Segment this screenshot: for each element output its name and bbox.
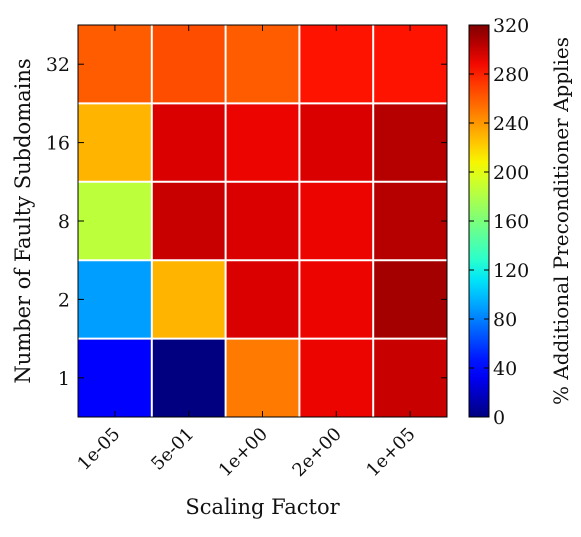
heatmap-cell [151, 103, 227, 183]
heatmap-cell [373, 260, 448, 340]
heatmap-cell [373, 103, 448, 183]
colorbar-tick-label: 200 [493, 162, 529, 184]
heatmap-cell [299, 181, 374, 261]
y-axis-label: Number of Faulty Subdomains [11, 58, 35, 383]
heatmap-cell [225, 338, 300, 418]
heatmap-cell [225, 181, 300, 261]
colorbar-tick-label: 80 [493, 309, 517, 331]
heatmap-cell [151, 260, 227, 340]
colorbar-tick-label: 320 [493, 15, 529, 37]
colorbar-tick-label: 120 [493, 260, 529, 282]
colorbar-tick-label: 280 [493, 64, 529, 86]
y-tick-label: 8 [58, 211, 70, 233]
y-tick-label: 1 [58, 368, 70, 390]
x-tick-label: 1e-05 [73, 424, 124, 475]
y-tick-label: 16 [46, 133, 70, 155]
heatmap-cell [225, 103, 300, 183]
heatmap-cell [373, 338, 448, 418]
heatmap-cell [78, 338, 153, 418]
x-tick-label: 1e+05 [362, 424, 419, 481]
heatmap-cell [299, 260, 374, 340]
x-tick-label: 2e+00 [288, 424, 345, 481]
colorbar-tick-label: 160 [493, 211, 529, 233]
heatmap-cell [225, 260, 300, 340]
x-axis-label: Scaling Factor [185, 495, 340, 519]
x-tick-label: 5e-01 [147, 424, 198, 475]
heatmap-cell [151, 25, 227, 104]
colorbar-label: % Additional Preconditioner Applies [549, 37, 573, 405]
heatmap-cell [78, 181, 153, 261]
colorbar-tick-label: 40 [493, 358, 517, 380]
heatmap-grid-lines [78, 25, 447, 417]
heatmap-cell [299, 103, 374, 183]
y-tick-label: 32 [46, 54, 70, 76]
heatmap-cell [299, 338, 374, 418]
y-axis-ticks: 1 2 8 16 32 [46, 54, 447, 390]
heatmap-cells [78, 25, 448, 418]
colorbar-ticks: 0 40 80 120 160 200 240 280 320 [469, 15, 529, 429]
x-tick-label: 1e+00 [215, 424, 272, 481]
heatmap-cell [151, 181, 227, 261]
heatmap-cell [151, 338, 227, 418]
heatmap-cell [225, 25, 300, 104]
heatmap-cell [373, 25, 448, 104]
heatmap-cell [78, 103, 153, 183]
colorbar-tick-label: 0 [493, 407, 505, 429]
y-tick-label: 2 [58, 289, 70, 311]
heatmap-cell [299, 25, 374, 104]
colorbar-tick-label: 240 [493, 113, 529, 135]
heatmap-cell [373, 181, 448, 261]
heatmap-cell [78, 25, 153, 104]
heatmap-cell [78, 260, 153, 340]
